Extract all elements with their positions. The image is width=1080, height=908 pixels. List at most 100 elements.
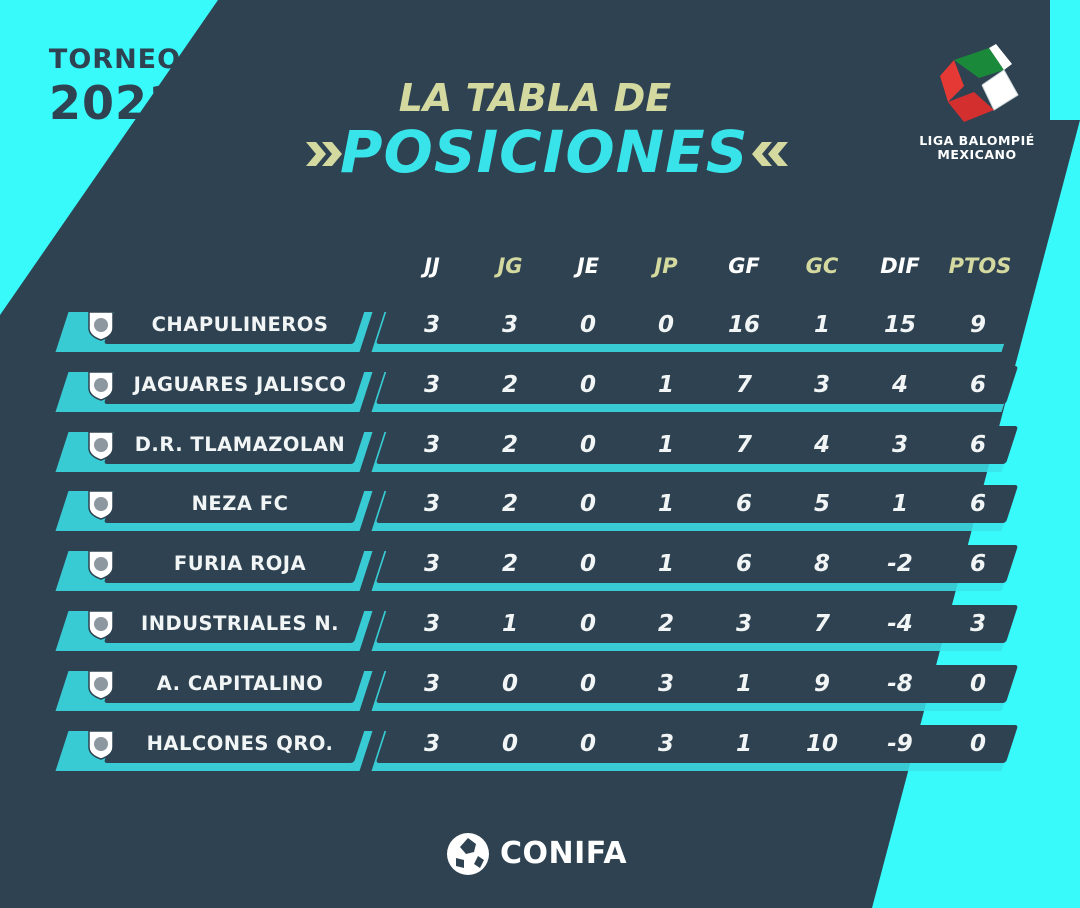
table-row: CHAPULINEROS 3 3 0 0 16 1 15 9 <box>0 304 1080 354</box>
team-name: CHAPULINEROS <box>151 313 329 336</box>
stat-ptos: 6 <box>969 491 986 518</box>
stat-dif: 15 <box>883 312 916 338</box>
torneo-label: TORNEO <box>48 44 182 75</box>
stat-gc: 7 <box>813 611 830 637</box>
team-name: JAGUARES JALISCO <box>133 372 347 396</box>
stat-jg: 2 <box>501 491 518 518</box>
stat-jg: 0 <box>501 670 518 697</box>
stat-je: 0 <box>579 491 596 518</box>
halcones-badge-icon <box>88 729 114 760</box>
liga-name-line1: LIGA BALOMPIÉ <box>919 133 1035 148</box>
liga-balompie-logo-icon <box>940 44 1019 122</box>
col-header-jg: JG <box>497 254 523 278</box>
stat-jg: 2 <box>501 551 518 578</box>
table-row: JAGUARES JALISCO 3 2 0 1 7 3 4 6 <box>0 364 1080 414</box>
stat-ptos: 6 <box>969 371 986 398</box>
torneo-year: 2021 <box>48 76 182 130</box>
stat-ptos: 0 <box>969 730 986 757</box>
stat-jj: 3 <box>423 431 440 458</box>
stat-dif: -8 <box>887 670 913 697</box>
stat-gc: 3 <box>813 371 830 398</box>
stat-jj: 3 <box>423 491 440 518</box>
stat-jp: 2 <box>657 611 674 637</box>
team-name: FURIA ROJA <box>173 552 307 576</box>
stat-jg: 0 <box>501 730 518 757</box>
tlamazolan-badge-icon <box>88 430 114 461</box>
conifa-name: CONIFA <box>500 836 628 871</box>
stat-jj: 3 <box>423 551 440 578</box>
stat-dif: 1 <box>891 491 908 518</box>
stat-gf: 16 <box>727 312 760 338</box>
stat-jp: 1 <box>657 491 674 518</box>
col-header-gf: GF <box>728 254 760 278</box>
team-name: NEZA FC <box>191 492 289 516</box>
chevron-right-icon <box>306 142 342 166</box>
liga-name: LIGA BALOMPIÉ MEXICANO <box>900 134 1054 162</box>
stat-gc: 8 <box>813 551 830 578</box>
stat-gf: 6 <box>735 491 752 518</box>
liga-name-line2: MEXICANO <box>937 147 1017 162</box>
stat-je: 0 <box>579 730 596 757</box>
team-name: A. CAPITALINO <box>156 671 324 695</box>
table-row: NEZA FC 3 2 0 1 6 5 1 6 <box>0 483 1080 533</box>
stat-dif: 3 <box>891 431 908 458</box>
stat-jj: 3 <box>423 371 440 398</box>
furia-roja-badge-icon <box>88 550 114 580</box>
stat-gc: 4 <box>813 431 830 458</box>
stat-gc: 10 <box>805 730 838 757</box>
stat-je: 0 <box>579 431 596 458</box>
title-main: POSICIONES <box>340 118 749 186</box>
team-name: HALCONES QRO. <box>146 731 334 755</box>
stat-ptos: 0 <box>969 670 986 697</box>
col-header-jp: JP <box>654 254 678 278</box>
col-header-dif: DIF <box>880 254 920 278</box>
stat-gf: 3 <box>735 611 752 637</box>
chevron-left-icon <box>752 142 788 166</box>
stat-jj: 3 <box>423 312 440 338</box>
stat-je: 0 <box>579 670 596 697</box>
stat-jp: 3 <box>657 670 674 697</box>
stat-gf: 6 <box>735 551 752 578</box>
stat-jp: 0 <box>657 312 674 338</box>
stat-jg: 3 <box>501 312 518 338</box>
stat-je: 0 <box>579 371 596 398</box>
stat-ptos: 9 <box>969 312 986 338</box>
capitalino-badge-icon <box>88 670 114 700</box>
stat-ptos: 3 <box>969 611 986 637</box>
neza-badge-icon <box>88 490 114 521</box>
stat-jp: 1 <box>657 431 674 458</box>
stat-jg: 1 <box>501 611 518 637</box>
stat-dif: -2 <box>887 551 913 578</box>
table-row: D.R. TLAMAZOLAN 3 2 0 1 7 4 3 6 <box>0 424 1080 474</box>
stat-dif: -9 <box>887 730 913 757</box>
stat-gc: 1 <box>813 312 830 338</box>
conifa-logo-icon <box>447 833 489 875</box>
stat-ptos: 6 <box>969 551 986 578</box>
team-name: INDUSTRIALES N. <box>140 612 340 635</box>
chapulineros-badge-icon <box>88 311 114 341</box>
team-name: D.R. TLAMAZOLAN <box>134 432 346 456</box>
stat-gf: 7 <box>735 371 752 398</box>
col-header-gc: GC <box>805 254 839 278</box>
table-row: A. CAPITALINO 3 0 0 3 1 9 -8 0 <box>0 663 1080 713</box>
stat-jj: 3 <box>423 670 440 697</box>
stat-jj: 3 <box>423 730 440 757</box>
stat-gc: 5 <box>813 491 830 518</box>
col-header-jj: JJ <box>424 254 440 278</box>
stat-jp: 1 <box>657 371 674 398</box>
stat-jg: 2 <box>501 431 518 458</box>
table-row: INDUSTRIALES N. 3 1 0 2 3 7 -4 3 <box>0 603 1080 653</box>
stat-gc: 9 <box>813 670 830 697</box>
industriales-badge-icon <box>88 610 114 640</box>
col-header-je: JE <box>576 254 600 278</box>
stat-je: 0 <box>579 611 596 637</box>
table-row: FURIA ROJA 3 2 0 1 6 8 -2 6 <box>0 543 1080 593</box>
stat-gf: 7 <box>735 431 752 458</box>
stat-jp: 1 <box>657 551 674 578</box>
title-top: LA TABLA DE <box>398 76 672 120</box>
stat-gf: 1 <box>735 670 752 697</box>
stat-je: 0 <box>579 551 596 578</box>
table-row: HALCONES QRO. 3 0 0 3 1 10 -9 0 <box>0 723 1080 773</box>
stat-dif: 4 <box>891 371 908 398</box>
stat-jp: 3 <box>657 730 674 757</box>
